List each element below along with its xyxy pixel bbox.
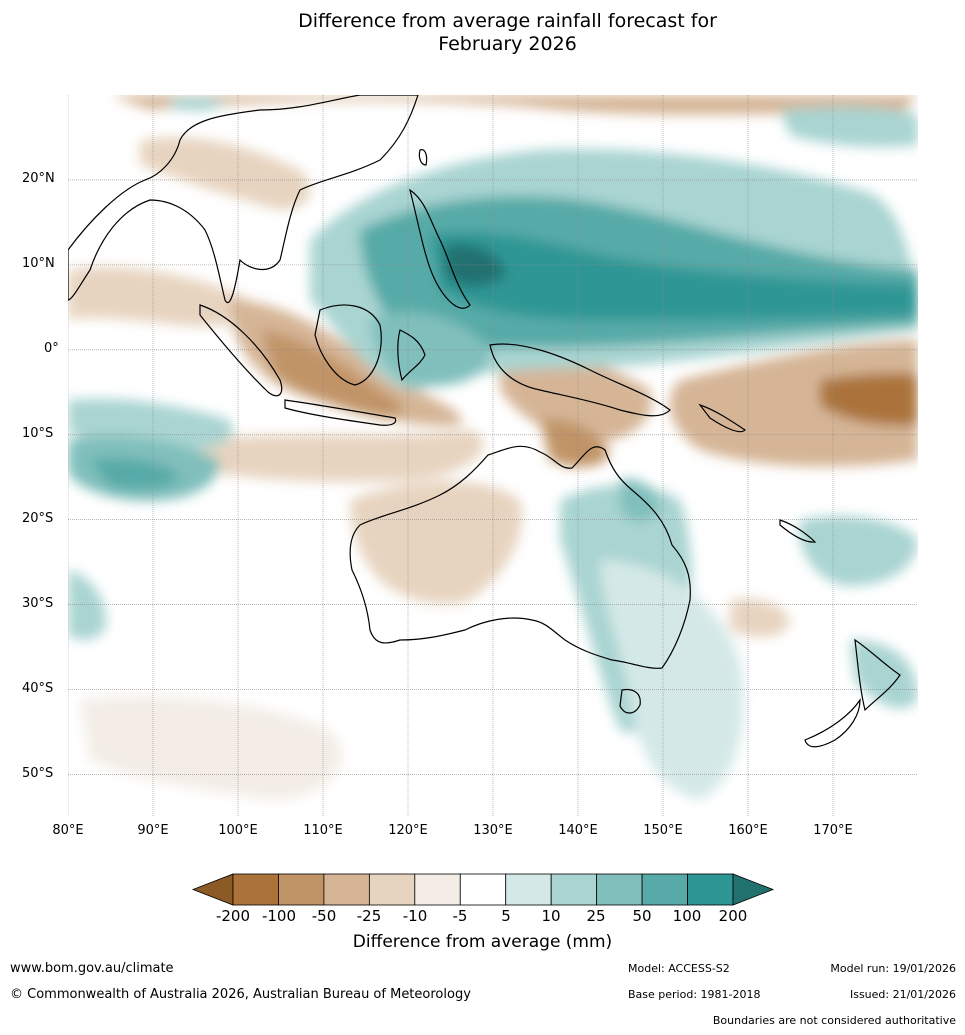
dry-anomaly-new-guinea <box>500 349 652 445</box>
new-guinea-coastline <box>489 343 671 417</box>
dry-anomaly-south-pacific <box>669 340 918 467</box>
sulawesi-coastline <box>397 329 426 382</box>
wet-anomaly-new-zealand <box>850 640 918 709</box>
australia-coastline <box>349 445 691 669</box>
tasmania-coastline <box>619 688 641 714</box>
lat-label: 40°S <box>22 681 54 696</box>
lon-label: 150°E <box>643 823 683 838</box>
model-run-date: Model run: 19/01/2026 <box>830 962 956 975</box>
lat-label: 0° <box>44 341 59 356</box>
colorbar-tick-label: -200 <box>215 907 251 925</box>
lat-label: 20°N <box>22 171 55 186</box>
wet-anomaly-tasman-sea <box>600 560 744 800</box>
wet-anomaly-south-china-sea <box>170 97 225 111</box>
dry-anomaly-west-australia <box>350 481 522 604</box>
lat-label: 20°S <box>22 511 54 526</box>
lat-label: 10°S <box>22 426 54 441</box>
dry-anomaly-southern-ocean <box>80 696 342 800</box>
title-line-1: Difference from average rainfall forecas… <box>298 10 717 32</box>
colorbar-tick-label: -5 <box>452 907 468 925</box>
mainland-asia-coastline <box>68 95 419 303</box>
chart-title: Difference from average rainfall forecas… <box>0 10 965 56</box>
lon-label: 90°E <box>137 823 169 838</box>
colorbar-tick-label: 25 <box>586 907 606 925</box>
copyright-text: © Commonwealth of Australia 2026, Austra… <box>10 987 471 1002</box>
dry-anomaly-maritime-core <box>260 330 403 418</box>
colorbar-title: Difference from average (mm) <box>352 932 613 952</box>
graticule <box>68 95 918 817</box>
dry-anomaly-indochina <box>140 137 311 210</box>
wet-anomaly-north-pacific-east <box>780 106 918 147</box>
colorbar-tick-label: -25 <box>356 907 382 925</box>
lon-label: 120°E <box>388 823 428 838</box>
coastlines <box>68 95 901 748</box>
borneo-coastline <box>314 304 382 386</box>
dry-anomaly-north-pacific <box>110 95 918 115</box>
new-zealand-north-coastline <box>854 638 901 712</box>
colorbar-tick-label: 100 <box>672 907 702 925</box>
website-link[interactable]: www.bom.gov.au/climate <box>10 961 174 976</box>
wet-anomaly-coral-sea-east <box>799 516 918 586</box>
dry-anomaly-maritime-west <box>230 300 462 426</box>
title-line-2: February 2026 <box>438 33 577 55</box>
lon-label: 100°E <box>218 823 258 838</box>
lon-label: 130°E <box>473 823 513 838</box>
dry-anomaly-indian-ocean-north <box>68 266 252 327</box>
dry-anomaly-north-australia <box>540 419 610 467</box>
issued-date: Issued: 21/01/2026 <box>849 988 956 1001</box>
lon-label: 110°E <box>303 823 343 838</box>
colorbar-tick-label: -10 <box>402 907 428 925</box>
solomon-islands-coastline <box>698 403 746 433</box>
lat-label: 50°S <box>22 766 54 781</box>
lon-label: 160°E <box>728 823 768 838</box>
new-zealand-south-coastline <box>804 698 861 748</box>
sumatra-coastline <box>199 304 283 397</box>
lat-label: 10°N <box>22 256 55 271</box>
dry-anomaly-south-pacific-core <box>820 373 918 426</box>
lat-label: 30°S <box>22 596 54 611</box>
philippines-coastline <box>409 188 471 309</box>
colorbar-tick-label: -50 <box>311 907 337 925</box>
lon-label: 140°E <box>558 823 598 838</box>
dry-anomaly-south-indian <box>200 430 484 482</box>
base-period: Base period: 1981-2018 <box>628 988 761 1001</box>
dry-anomaly-tasman <box>730 598 790 637</box>
colorbar-tick-label: 50 <box>632 907 652 925</box>
taiwan-coastline <box>418 149 428 166</box>
wet-anomaly-philippines-peak <box>445 244 505 287</box>
wet-anomaly-west-pacific-core <box>430 231 918 320</box>
new-caledonia-coastline <box>779 519 817 543</box>
colorbar-tick-label: 10 <box>541 907 561 925</box>
wet-anomaly-west-australia-coast <box>68 570 106 640</box>
lon-label: 170°E <box>813 823 853 838</box>
boundary-disclaimer: Boundaries are not considered authoritat… <box>712 1014 956 1027</box>
model-name: Model: ACCESS-S2 <box>628 962 730 975</box>
java-coastline <box>284 399 397 426</box>
wet-anomaly-south-indian-core <box>90 458 180 490</box>
colorbar-tick-label: -100 <box>261 907 297 925</box>
wet-anomaly-queensland <box>620 479 660 522</box>
colorbar-tick-label: 200 <box>718 907 748 925</box>
rainfall-anomaly-layer <box>68 95 918 800</box>
lon-label: 80°E <box>52 823 84 838</box>
colorbar-tick-label: 5 <box>501 907 511 925</box>
map-plot-area <box>68 95 918 817</box>
